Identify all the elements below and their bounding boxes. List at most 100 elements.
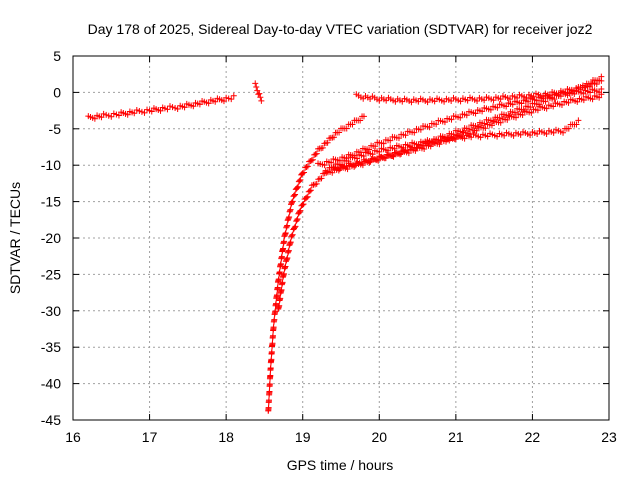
data-point bbox=[481, 120, 488, 127]
data-point bbox=[382, 155, 389, 162]
y-tick-label: -5 bbox=[49, 121, 62, 137]
data-point bbox=[372, 143, 379, 150]
data-point bbox=[349, 121, 356, 128]
data-point bbox=[424, 99, 431, 106]
data-point bbox=[299, 170, 306, 177]
data-point bbox=[255, 91, 262, 98]
x-axis-label: GPS time / hours bbox=[287, 457, 394, 473]
data-point bbox=[513, 114, 520, 121]
data-point bbox=[148, 108, 155, 115]
series-short-cluster bbox=[252, 80, 265, 104]
data-point bbox=[220, 98, 227, 105]
data-point bbox=[497, 96, 504, 103]
x-tick-label: 19 bbox=[295, 429, 311, 445]
data-point bbox=[329, 169, 336, 176]
data-point bbox=[252, 80, 259, 87]
data-point bbox=[284, 255, 291, 261]
data-point bbox=[402, 132, 409, 139]
data-point bbox=[256, 90, 263, 97]
data-point bbox=[358, 160, 365, 167]
data-point bbox=[496, 115, 503, 122]
data-point bbox=[389, 153, 396, 159]
data-point bbox=[519, 112, 526, 119]
x-tick-label: 21 bbox=[448, 429, 464, 445]
data-point bbox=[307, 157, 314, 164]
y-tick-label: 5 bbox=[53, 48, 61, 64]
data-point bbox=[527, 132, 534, 139]
data-point bbox=[459, 128, 466, 135]
data-point bbox=[343, 155, 350, 162]
data-point bbox=[458, 133, 465, 140]
data-point bbox=[336, 129, 343, 136]
data-point bbox=[490, 117, 497, 124]
data-point bbox=[433, 121, 440, 128]
data-point bbox=[494, 133, 501, 140]
data-point bbox=[366, 146, 373, 153]
data-point bbox=[258, 97, 265, 104]
data-point bbox=[296, 208, 303, 215]
y-tick-label: -25 bbox=[41, 266, 61, 282]
data-point bbox=[230, 92, 237, 99]
x-tick-label: 22 bbox=[525, 429, 541, 445]
data-point bbox=[133, 107, 140, 114]
data-point bbox=[313, 180, 320, 187]
data-point bbox=[343, 163, 350, 170]
data-point bbox=[270, 324, 277, 331]
data-point bbox=[428, 139, 435, 146]
series-steep-rise-B bbox=[275, 117, 582, 312]
data-point bbox=[461, 135, 468, 142]
chart-title: Day 178 of 2025, Sidereal Day-to-day VTE… bbox=[88, 21, 593, 37]
data-point bbox=[343, 125, 350, 132]
data-point bbox=[276, 302, 283, 309]
data-point bbox=[292, 191, 299, 198]
data-point bbox=[190, 103, 197, 110]
data-point bbox=[517, 131, 524, 138]
data-point bbox=[278, 286, 285, 293]
data-point bbox=[100, 110, 107, 117]
data-point bbox=[288, 232, 295, 239]
data-point bbox=[115, 112, 122, 119]
data-point bbox=[448, 116, 455, 123]
data-point bbox=[573, 121, 580, 128]
data-point bbox=[330, 134, 337, 141]
data-point bbox=[265, 404, 272, 411]
data-point bbox=[280, 245, 287, 252]
data-point bbox=[488, 122, 495, 129]
series-fan-track-3 bbox=[330, 73, 605, 173]
y-tick-label: 0 bbox=[53, 84, 61, 100]
data-point bbox=[468, 134, 475, 141]
data-point bbox=[306, 158, 313, 165]
data-point bbox=[357, 117, 364, 124]
y-tick-label: -45 bbox=[41, 412, 61, 428]
data-point bbox=[268, 348, 275, 355]
series-steep-rise-A bbox=[265, 113, 367, 414]
data-point bbox=[281, 238, 288, 245]
data-point bbox=[281, 270, 288, 277]
data-point bbox=[558, 102, 565, 109]
data-point bbox=[212, 98, 219, 105]
data-point bbox=[441, 119, 448, 126]
data-point bbox=[509, 101, 516, 108]
data-point bbox=[598, 73, 605, 80]
data-point bbox=[282, 263, 289, 270]
data-point bbox=[473, 127, 480, 134]
data-point bbox=[309, 156, 316, 163]
data-point bbox=[267, 364, 274, 371]
data-point bbox=[451, 136, 458, 143]
data-point bbox=[161, 105, 168, 112]
data-point bbox=[387, 137, 394, 144]
data-point bbox=[477, 134, 484, 141]
data-point bbox=[557, 93, 564, 100]
data-point bbox=[441, 98, 448, 105]
data-point bbox=[294, 216, 301, 223]
data-point bbox=[166, 103, 173, 110]
data-point bbox=[501, 132, 508, 139]
data-point bbox=[292, 223, 299, 230]
data-point bbox=[300, 169, 307, 176]
data-point bbox=[413, 145, 420, 152]
data-point bbox=[296, 177, 303, 184]
data-point bbox=[527, 104, 534, 111]
data-point bbox=[436, 141, 443, 148]
data-point bbox=[277, 295, 284, 302]
data-point bbox=[266, 381, 273, 388]
